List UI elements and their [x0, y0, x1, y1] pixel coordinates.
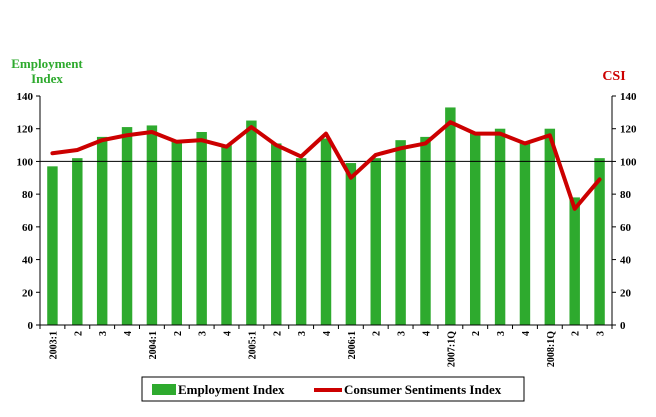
csi-line	[50, 120, 602, 211]
right-tick-label: 100	[620, 156, 637, 168]
left-tick-label: 40	[22, 255, 34, 267]
x-tick-label: 3	[98, 331, 109, 336]
x-tick-label: 4	[223, 331, 234, 336]
employment-bar	[370, 158, 381, 325]
x-tick-label: 2003:1	[48, 331, 59, 359]
employment-bar	[420, 136, 431, 325]
employment-bar	[246, 120, 257, 325]
employment-bar	[96, 136, 108, 325]
employment-bar	[320, 138, 332, 325]
employment-bar	[469, 131, 481, 325]
legend-label-csi: Consumer Sentiments Index	[344, 382, 502, 397]
x-tick-label: 4	[521, 331, 532, 336]
x-tick-label: 2	[372, 331, 383, 336]
x-tick-label: 2008:1Q	[546, 331, 557, 367]
x-tick-label: 2	[272, 331, 283, 336]
x-tick-label: 4	[421, 331, 432, 336]
right-tick-label: 40	[620, 255, 632, 267]
employment-bar	[47, 166, 58, 325]
labels-layer: 0 0 20 20 40 40 60 60 80 80 100 100 120 120 140 140 2003…	[17, 91, 638, 367]
left-axis-title-line2: Index	[31, 71, 63, 86]
axes-layer	[36, 95, 616, 329]
employment-bar	[146, 125, 158, 325]
x-tick-label: 2004:1	[148, 331, 159, 359]
right-tick-label: 0	[620, 320, 626, 332]
x-tick-label: 2	[73, 331, 84, 336]
x-tick-label: 2007:1Q	[446, 331, 457, 367]
left-tick-label: 60	[22, 222, 34, 234]
employment-bar	[445, 107, 456, 325]
employment-bar	[171, 140, 183, 325]
x-tick-label: 2006:1	[347, 331, 358, 359]
x-tick-label: 4	[322, 331, 333, 336]
x-tick-label: 3	[596, 331, 607, 336]
employment-bar	[494, 128, 506, 325]
employment-bar	[395, 140, 406, 325]
x-tick-label: 2	[571, 331, 582, 336]
left-tick-label: 0	[28, 320, 34, 332]
right-axis-title: CSI	[602, 69, 625, 84]
x-tick-label: 3	[397, 331, 408, 336]
legend: Employment Index Consumer Sentiments Ind…	[141, 376, 525, 402]
right-tick-label: 140	[620, 91, 637, 103]
employment-bar	[569, 197, 580, 325]
x-tick-label: 2	[471, 331, 482, 336]
right-tick-label: 20	[620, 287, 632, 299]
left-tick-label: 20	[22, 287, 34, 299]
right-tick-label: 60	[620, 222, 632, 234]
x-tick-label: 2005:1	[247, 331, 258, 359]
employment-bar	[519, 141, 531, 325]
left-axis-title-line1: Employment	[11, 56, 83, 71]
left-tick-label: 120	[17, 124, 34, 136]
employment-bar	[72, 158, 83, 325]
employment-bar	[345, 163, 357, 325]
x-tick-label: 3	[198, 331, 209, 336]
employment-bar	[594, 158, 605, 325]
right-tick-label: 80	[620, 189, 632, 201]
employment-bar	[271, 143, 282, 325]
x-tick-label: 2	[173, 331, 184, 336]
employment-bar	[221, 145, 232, 325]
legend-swatch-employment	[152, 384, 176, 395]
bars-layer	[47, 107, 605, 325]
employment-bar	[121, 127, 133, 325]
legend-label-employment: Employment Index	[178, 382, 285, 397]
employment-bar	[196, 131, 207, 325]
right-tick-label: 120	[620, 124, 637, 136]
x-tick-label: 3	[297, 331, 308, 336]
employment-bar	[295, 158, 307, 325]
x-tick-label: 3	[496, 331, 507, 336]
x-tick-label: 4	[123, 331, 134, 336]
line-layer	[50, 120, 602, 211]
left-tick-label: 100	[17, 156, 34, 168]
employment-bar	[544, 128, 556, 325]
left-tick-label: 80	[22, 189, 34, 201]
left-tick-label: 140	[17, 91, 34, 103]
